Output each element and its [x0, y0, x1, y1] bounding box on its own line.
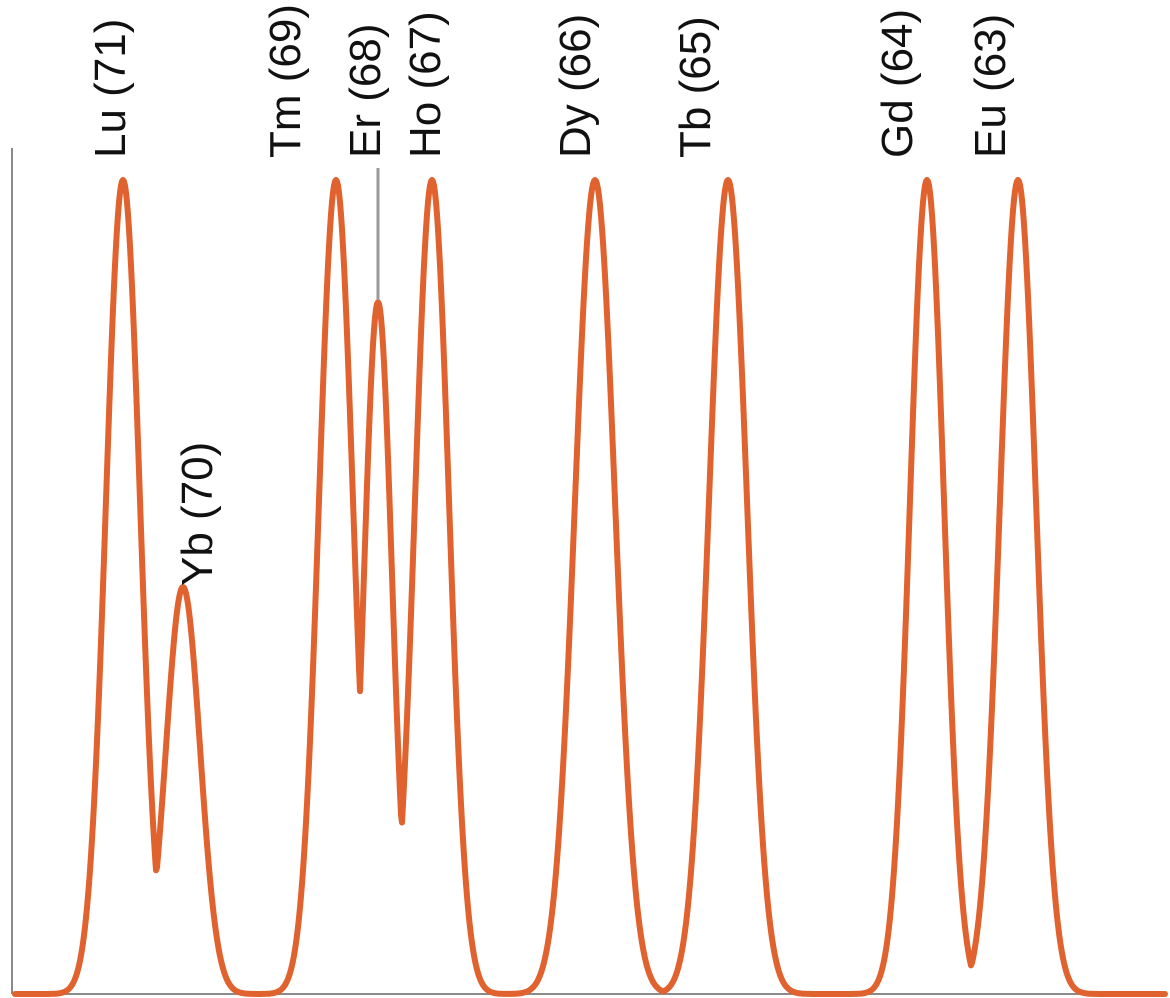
chromatogram-trace	[12, 177, 1168, 997]
peak-label: Dy (66)	[551, 14, 600, 158]
axes	[11, 148, 1165, 995]
peak-label: Tb (65)	[671, 16, 720, 158]
peak-label: Ho (67)	[401, 11, 450, 158]
peak-label: Yb (70)	[173, 442, 222, 586]
peak-label: Tm (69)	[261, 4, 310, 158]
peak-label: Lu (71)	[86, 19, 135, 158]
peak-label: Gd (64)	[873, 9, 922, 158]
peak-labels: Lu (71) Yb (70) Tm (69) Er (68) Ho (67) Dy (6…	[86, 4, 1015, 586]
peak-label: Eu (63)	[966, 14, 1015, 158]
peak-label: Er (68)	[341, 24, 390, 158]
